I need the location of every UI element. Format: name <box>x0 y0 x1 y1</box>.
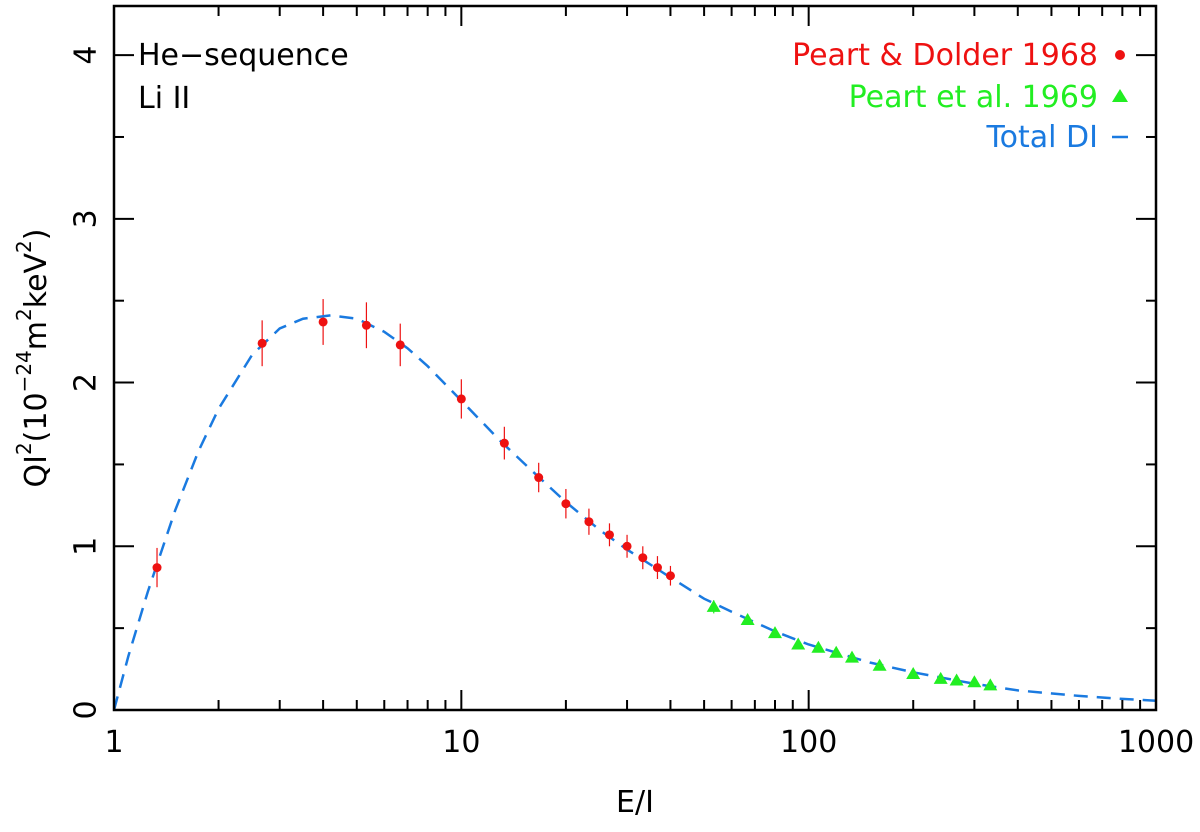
legend-label-peart-et-al-1969: Peart et al. 1969 <box>849 80 1098 115</box>
legend-label-total-di: Total DI <box>985 120 1098 155</box>
annotation-ion: Li II <box>138 81 190 116</box>
x-axis-label: E/I <box>616 785 654 820</box>
data-point-peart-et-al <box>845 650 859 663</box>
x-tick-label: 10 <box>442 725 480 760</box>
data-point-peart-et-al <box>706 599 721 612</box>
data-point-peart-dolder <box>665 571 675 581</box>
ylabel-part-8: ) <box>19 228 54 240</box>
data-point-peart-dolder <box>257 338 267 348</box>
data-points <box>152 317 998 691</box>
data-point-peart-et-al <box>983 678 998 691</box>
data-point-peart-dolder <box>456 394 466 404</box>
y-tick-label: 2 <box>69 373 104 392</box>
ylabel-part-2: (10 <box>19 392 54 442</box>
data-point-peart-dolder <box>534 473 544 483</box>
data-point-peart-dolder <box>318 317 328 327</box>
data-point-peart-et-al <box>933 671 948 684</box>
data-point-peart-et-al <box>740 613 755 625</box>
ylabel-part-6: keV <box>19 252 54 308</box>
data-point-peart-dolder <box>152 563 162 573</box>
ylabel-part-0: QI <box>19 455 54 487</box>
x-tick-label: 100 <box>780 725 837 760</box>
error-bars <box>156 299 991 689</box>
data-point-peart-et-al <box>967 675 982 688</box>
data-point-peart-dolder <box>638 553 648 563</box>
y-tick-label: 0 <box>69 700 104 719</box>
data-point-peart-dolder <box>652 563 662 573</box>
annotation-sequence: He−sequence <box>138 38 349 73</box>
legend-marker-triangle <box>1112 89 1128 102</box>
data-point-peart-dolder <box>584 517 594 527</box>
legend-marker-circle <box>1115 50 1125 60</box>
data-point-peart-dolder <box>361 320 371 330</box>
data-point-peart-et-al <box>768 626 782 639</box>
data-point-peart-dolder <box>604 530 614 540</box>
data-point-peart-dolder <box>499 438 509 448</box>
data-point-peart-et-al <box>791 637 806 650</box>
ylabel-part-4: m <box>19 321 54 350</box>
legend: Peart & Dolder 1968 Peart et al. 1969 To… <box>792 38 1128 155</box>
series-total-di-curve <box>112 314 1157 711</box>
data-point-peart-dolder <box>561 499 571 509</box>
x-tick-label: 1 <box>104 725 123 760</box>
data-point-peart-dolder <box>622 541 632 551</box>
data-point-peart-et-al <box>906 667 921 679</box>
data-point-peart-et-al <box>949 673 964 686</box>
data-point-peart-et-al <box>829 645 844 658</box>
ylabel-sup-5: 2 <box>12 308 36 321</box>
data-point-peart-dolder <box>395 340 405 350</box>
ylabel-sup-7: 2 <box>12 240 36 253</box>
y-axis-label: QI2(10−24m2keV2) <box>12 228 54 487</box>
y-tick-label: 3 <box>69 209 104 228</box>
ylabel-sup-1: 2 <box>12 442 36 455</box>
ylabel-sup-3: −24 <box>12 350 36 392</box>
data-point-peart-et-al <box>872 658 887 671</box>
data-point-peart-et-al <box>811 640 826 653</box>
x-tick-label: 1000 <box>1118 725 1194 760</box>
y-tick-label: 4 <box>69 46 104 65</box>
legend-label-peart-dolder-1968: Peart & Dolder 1968 <box>792 38 1098 73</box>
y-tick-label: 1 <box>69 537 104 556</box>
plot-frame <box>112 4 1158 712</box>
